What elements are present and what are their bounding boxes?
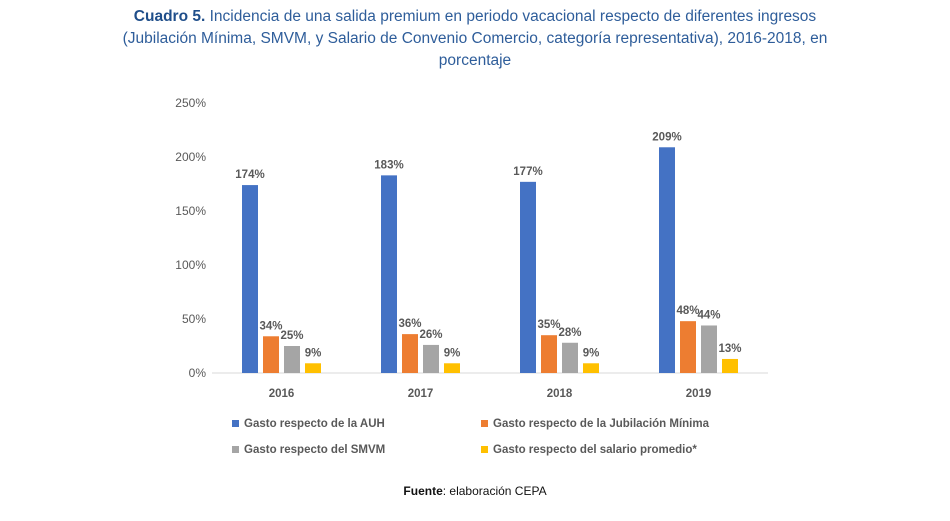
y-tick-label: 200%	[175, 150, 206, 164]
legend-label: Gasto respecto de la Jubilación Mínima	[493, 418, 710, 430]
bar	[541, 335, 557, 373]
source-note: Fuente: elaboración CEPA	[0, 484, 950, 498]
legend-label: Gasto respecto del salario promedio*	[493, 444, 697, 456]
bar	[722, 358, 738, 373]
legend-label: Gasto respecto del SMVM	[244, 444, 385, 456]
y-tick-label: 50%	[182, 312, 206, 326]
data-label: 9%	[444, 347, 461, 359]
x-tick-label: 2018	[547, 388, 573, 400]
source-text: : elaboración CEPA	[442, 484, 547, 498]
bar	[305, 363, 321, 373]
legend-swatch	[481, 420, 488, 427]
y-tick-label: 150%	[175, 204, 206, 218]
bar	[242, 185, 258, 373]
bar	[284, 346, 300, 373]
bar	[444, 363, 460, 373]
data-label: 44%	[697, 309, 720, 321]
bar	[562, 342, 578, 373]
data-label: 13%	[718, 343, 741, 355]
data-label: 9%	[583, 347, 600, 359]
data-label: 28%	[558, 327, 581, 339]
bar	[402, 334, 418, 373]
bar	[583, 363, 599, 373]
bar	[263, 336, 279, 373]
bar	[659, 147, 675, 373]
data-label: 48%	[676, 305, 699, 317]
bar	[381, 175, 397, 373]
chart-title: Cuadro 5. Incidencia de una salida premi…	[120, 6, 830, 72]
source-label: Fuente	[403, 484, 443, 498]
y-tick-label: 0%	[189, 366, 207, 380]
data-label: 177%	[513, 166, 542, 178]
bar	[520, 181, 536, 373]
chart-title-text: Incidencia de una salida premium en peri…	[122, 8, 828, 69]
data-label: 25%	[280, 330, 303, 342]
chart-title-prefix: Cuadro 5.	[133, 8, 206, 25]
legend-label: Gasto respecto de la AUH	[244, 418, 385, 430]
legend-swatch	[232, 420, 239, 427]
bar	[423, 344, 439, 373]
bar	[701, 325, 717, 373]
data-label: 35%	[537, 319, 560, 331]
legend-swatch	[232, 446, 239, 453]
data-label: 36%	[398, 318, 421, 330]
data-label: 26%	[419, 329, 442, 341]
x-tick-label: 2017	[408, 388, 434, 400]
data-label: 174%	[235, 169, 264, 181]
legend-swatch	[481, 446, 488, 453]
x-tick-label: 2016	[269, 388, 295, 400]
y-tick-label: 250%	[175, 96, 206, 110]
data-label: 209%	[652, 131, 681, 143]
data-label: 183%	[374, 159, 403, 171]
data-label: 9%	[305, 347, 322, 359]
y-tick-label: 100%	[175, 258, 206, 272]
x-tick-label: 2019	[686, 388, 712, 400]
data-label: 34%	[259, 320, 282, 332]
bar	[680, 321, 696, 373]
